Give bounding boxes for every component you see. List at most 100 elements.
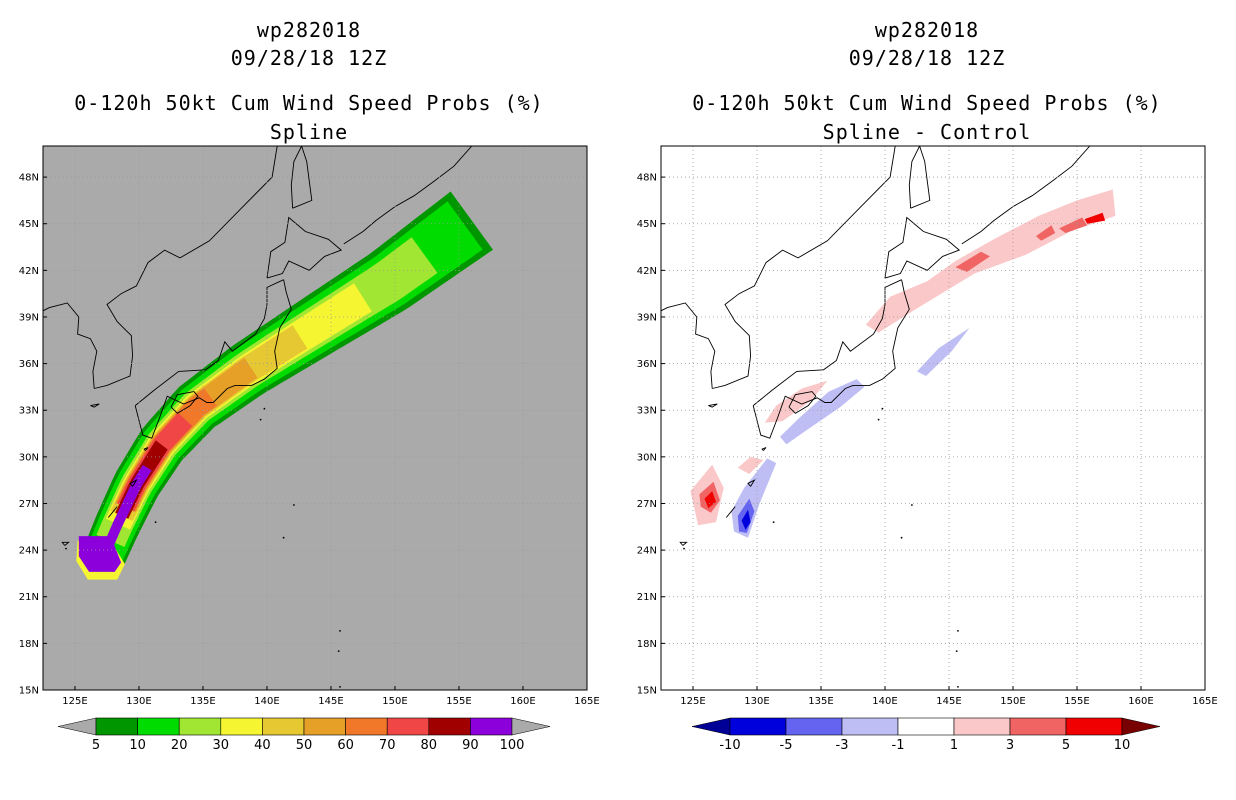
colorbar-label: 100: [500, 738, 525, 753]
colorbar-swatch: [345, 717, 388, 736]
lat-tick-label: 39N: [19, 312, 39, 323]
left-panel: wp282018 09/28/18 12Z 0-120h 50kt Cum Wi…: [19, 18, 600, 753]
map-frame: [42, 145, 588, 691]
colorbar-swatch: [1065, 717, 1123, 736]
lat-tick-label: 21N: [19, 592, 39, 603]
neg-blob-ryukyu-core: [741, 509, 751, 530]
colorbar-label: 5: [92, 738, 100, 753]
colorbar-label: 70: [379, 738, 396, 753]
coastline: [129, 479, 138, 487]
coastline: [90, 403, 100, 408]
coastline: [266, 216, 343, 279]
lat-tick-label: 24N: [637, 546, 657, 557]
colorbar-label: 60: [337, 738, 354, 753]
coastline: [61, 541, 70, 546]
coastline: [752, 279, 902, 406]
pos-blob-north-3: [1084, 212, 1106, 224]
colorbar-label: 80: [421, 738, 438, 753]
coastline: [908, 146, 931, 209]
coastline: [712, 146, 896, 389]
coastline: [43, 302, 98, 389]
island: [337, 650, 340, 652]
coastline: [679, 541, 688, 546]
coastline: [343, 146, 473, 245]
colorbar-label: 1: [950, 738, 958, 753]
neg-blob-pacific: [917, 327, 970, 376]
colorbar: 5 10 20 30 40 50 60 70 80 90 100: [57, 717, 551, 753]
prob-contour-origin-core: [78, 536, 122, 572]
lon-tick-label: 145E: [318, 696, 343, 707]
colorbar-swatch: [137, 717, 180, 736]
island: [339, 686, 341, 688]
island: [65, 547, 67, 550]
coastline: [134, 279, 284, 406]
difference-map: 48N 45N 42N 39N 36N 33N 30N 27N 24N 21N 18N 15N 125E…: [637, 145, 1218, 753]
coastline: [134, 279, 292, 439]
prob-contour-90: [98, 464, 152, 560]
colorbar-label: 30: [213, 738, 230, 753]
lon-tick-label: 125E: [680, 696, 705, 707]
lat-tick-label: 45N: [19, 219, 39, 230]
map-frame: [660, 145, 1206, 691]
colorbar-swatch: [95, 717, 138, 736]
lat-tick-label: 42N: [19, 266, 39, 277]
pos-blob-north-2: [1059, 217, 1088, 233]
map-background: [661, 146, 1205, 690]
coastline: [170, 391, 199, 414]
coastline: [752, 279, 910, 439]
coastline: [725, 506, 736, 518]
lon-tick-label: 150E: [382, 696, 407, 707]
colorbar-swatch: [303, 717, 346, 736]
lat-tick-label: 15N: [637, 686, 657, 697]
colorbar-swatch: [470, 717, 513, 736]
lat-tick-label: 30N: [637, 452, 657, 463]
lon-tick-label: 150E: [1000, 696, 1025, 707]
colorbar-label: 40: [254, 738, 271, 753]
lat-tick-label: 27N: [19, 499, 39, 510]
lon-tick-label: 155E: [446, 696, 471, 707]
lon-tick-label: 145E: [936, 696, 961, 707]
lat-tick-label: 42N: [637, 266, 657, 277]
colorbar-low-arrow: [57, 717, 97, 736]
lat-tick-label: 30N: [19, 452, 39, 463]
island: [154, 521, 157, 523]
island: [339, 630, 341, 632]
lon-tick-label: 130E: [126, 696, 151, 707]
island: [877, 418, 880, 421]
lon-tick-label: 155E: [1064, 696, 1089, 707]
storm-id-title: wp282018: [256, 18, 362, 42]
datetime-title: 09/28/18 12Z: [848, 46, 1006, 70]
island: [957, 630, 959, 632]
right-panel: wp282018 09/28/18 12Z 0-120h 50kt Cum Wi…: [618, 0, 1236, 800]
pos-blob-kyushu-south: [737, 456, 764, 474]
colorbar-label: -5: [780, 738, 793, 753]
lon-tick-label: 165E: [574, 696, 599, 707]
colorbar-swatch: [220, 717, 263, 736]
colorbar-swatch: [897, 717, 955, 736]
colorbar-label: -3: [836, 738, 849, 753]
colorbar: -10 -5 -3 -1 1 3 5 10: [691, 717, 1161, 753]
colorbar-swatch: [428, 717, 471, 736]
colorbar-label: 10: [1114, 738, 1131, 753]
colorbar-label: 50: [296, 738, 313, 753]
colorbar-swatch: [729, 717, 787, 736]
island: [282, 536, 285, 539]
probability-map: 48N 45N 42N 39N 36N 33N 30N 27N 24N 21N 18N 15N 125E…: [19, 145, 600, 753]
colorbar-label: 5: [1062, 738, 1070, 753]
colorbar-low-arrow: [691, 717, 731, 736]
pos-blob-north-1: [955, 251, 990, 272]
lon-tick-label: 125E: [62, 696, 87, 707]
island: [259, 418, 262, 421]
coastline: [884, 216, 961, 279]
colorbar-label: -10: [719, 738, 740, 753]
colorbar-swatch: [841, 717, 899, 736]
colorbar-label: 10: [129, 738, 146, 753]
map-layer: [661, 146, 1205, 690]
colorbar-swatch: [953, 717, 1011, 736]
lon-tick-label: 140E: [254, 696, 279, 707]
island: [900, 536, 903, 539]
island: [955, 650, 958, 652]
colorbar-swatch: [386, 717, 430, 736]
coastline: [94, 146, 278, 389]
lat-tick-label: 18N: [19, 639, 39, 650]
